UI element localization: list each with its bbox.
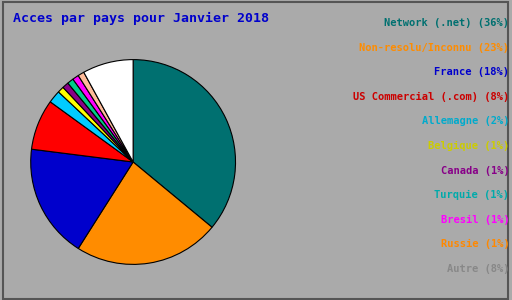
Wedge shape <box>84 60 133 162</box>
Wedge shape <box>78 162 212 264</box>
Text: Bresil (1%): Bresil (1%) <box>441 215 509 225</box>
Text: France (18%): France (18%) <box>435 67 509 77</box>
Text: US Commercial (.com) (8%): US Commercial (.com) (8%) <box>353 92 509 102</box>
Wedge shape <box>133 60 236 227</box>
Wedge shape <box>73 76 133 162</box>
Text: Non-resolu/Inconnu (23%): Non-resolu/Inconnu (23%) <box>359 43 509 52</box>
Text: Autre (8%): Autre (8%) <box>447 264 509 274</box>
Text: Allemagne (2%): Allemagne (2%) <box>422 116 509 126</box>
Wedge shape <box>63 83 133 162</box>
Wedge shape <box>78 72 133 162</box>
Wedge shape <box>31 149 133 248</box>
Text: Belgique (1%): Belgique (1%) <box>428 141 509 151</box>
Text: Russie (1%): Russie (1%) <box>441 239 509 249</box>
Wedge shape <box>68 79 133 162</box>
Text: Canada (1%): Canada (1%) <box>441 166 509 176</box>
Text: Network (.net) (36%): Network (.net) (36%) <box>385 18 509 28</box>
Text: Turquie (1%): Turquie (1%) <box>435 190 509 200</box>
Text: Acces par pays pour Janvier 2018: Acces par pays pour Janvier 2018 <box>13 12 269 25</box>
Wedge shape <box>58 87 133 162</box>
Wedge shape <box>32 102 133 162</box>
Wedge shape <box>50 92 133 162</box>
